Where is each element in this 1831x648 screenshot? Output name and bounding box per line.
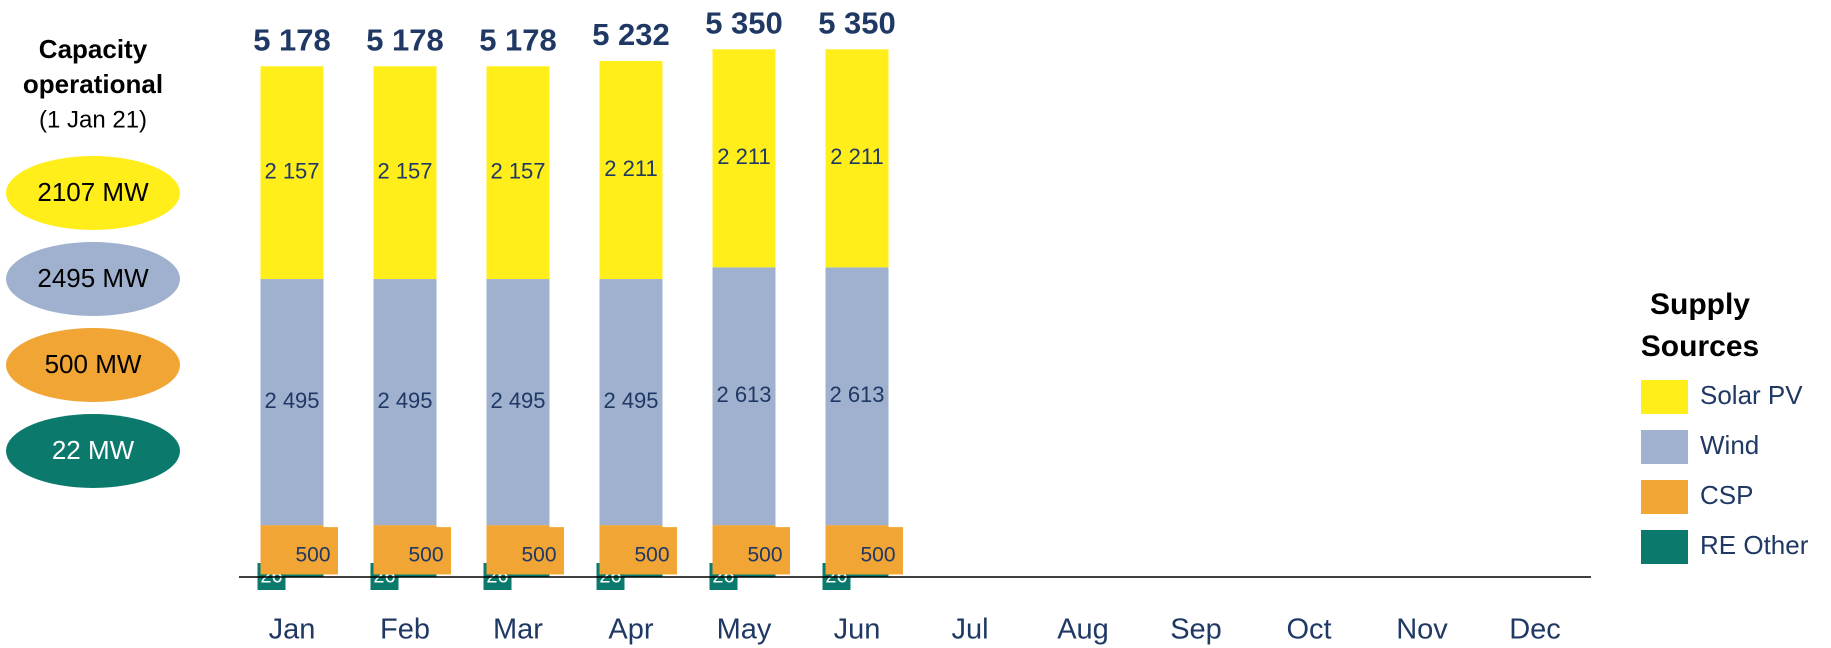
capacity-label: 22 MW	[52, 435, 135, 465]
value-label: 2 613	[829, 382, 884, 407]
capacity-ellipse	[6, 328, 180, 402]
csp-label-box	[292, 527, 338, 575]
bar-segment	[599, 60, 663, 280]
x-tick-label: Feb	[380, 614, 430, 646]
bar-segment	[260, 66, 324, 280]
legend-swatch	[1641, 480, 1688, 514]
value-label: 500	[860, 543, 895, 566]
bar-segment	[712, 574, 776, 577]
legend-label: CSP	[1700, 480, 1753, 510]
value-label: 2 495	[264, 388, 319, 413]
csp-label-box	[405, 527, 451, 575]
capacity-ellipse	[6, 242, 180, 316]
legend-label: Solar PV	[1700, 380, 1803, 410]
x-tick-label: Jun	[834, 614, 881, 646]
x-tick-label: Jul	[951, 614, 988, 646]
value-label: 500	[634, 543, 669, 566]
value-label: 2 211	[717, 144, 770, 169]
value-label: 500	[747, 543, 782, 566]
capacity-label: 2107 MW	[37, 177, 149, 207]
bar-segment	[712, 267, 776, 526]
csp-label-box	[631, 527, 677, 575]
total-label: 5 232	[592, 17, 670, 52]
x-tick-label: Aug	[1057, 614, 1109, 646]
bar-segment	[260, 279, 324, 526]
bar-segment	[486, 574, 550, 577]
x-tick-label: Nov	[1396, 614, 1448, 646]
value-label: 500	[521, 543, 556, 566]
x-tick-label: Apr	[608, 614, 653, 646]
panel-title: Capacity operational	[23, 34, 163, 99]
value-label: 2 495	[603, 388, 658, 413]
legend-swatch	[1641, 530, 1688, 564]
capacity-ellipse	[6, 156, 180, 230]
csp-label-box	[857, 527, 903, 575]
bar-segment	[486, 66, 550, 280]
x-tick-label: Jan	[269, 614, 316, 646]
x-tick-label: Sep	[1170, 614, 1222, 646]
bar-segment	[599, 574, 663, 577]
legend-title: Supply Sources	[1641, 288, 1759, 363]
total-label: 5 178	[479, 22, 557, 57]
bar-segment	[373, 66, 437, 280]
value-label: 2 157	[490, 158, 545, 183]
total-label: 5 178	[366, 22, 444, 57]
total-label: 5 178	[253, 22, 331, 57]
value-label: 2 211	[604, 156, 657, 181]
csp-label-box	[744, 527, 790, 575]
capacity-label: 2495 MW	[37, 263, 149, 293]
value-label: 2 495	[377, 388, 432, 413]
x-tick-label: Dec	[1509, 614, 1561, 646]
legend-swatch	[1641, 380, 1688, 414]
value-label: 500	[295, 543, 330, 566]
x-tick-label: May	[717, 614, 772, 646]
bar-segment	[825, 267, 889, 526]
legend-swatch	[1641, 430, 1688, 464]
total-label: 5 350	[705, 6, 783, 41]
bar-segment	[825, 574, 889, 577]
value-label: 2 157	[264, 158, 319, 183]
capacity-label: 500 MW	[45, 349, 142, 379]
value-label: 2 495	[490, 388, 545, 413]
legend-label: Wind	[1700, 430, 1759, 460]
bar-segment	[712, 49, 776, 268]
value-label: 500	[408, 543, 443, 566]
legend-label: RE Other	[1700, 530, 1809, 560]
bar-segment	[825, 49, 889, 268]
total-label: 5 350	[818, 6, 896, 41]
bar-segment	[260, 574, 324, 577]
panel-subtitle: (1 Jan 21)	[39, 106, 147, 133]
bar-segment	[373, 279, 437, 526]
x-tick-label: Oct	[1286, 614, 1331, 646]
bar-segment	[486, 279, 550, 526]
x-tick-label: Mar	[493, 614, 543, 646]
value-label: 2 613	[716, 382, 771, 407]
value-label: 2 211	[830, 144, 883, 169]
bar-segment	[599, 279, 663, 526]
value-label: 2 157	[377, 158, 432, 183]
capacity-ellipse	[6, 414, 180, 488]
csp-label-box	[518, 527, 564, 575]
bar-segment	[373, 574, 437, 577]
